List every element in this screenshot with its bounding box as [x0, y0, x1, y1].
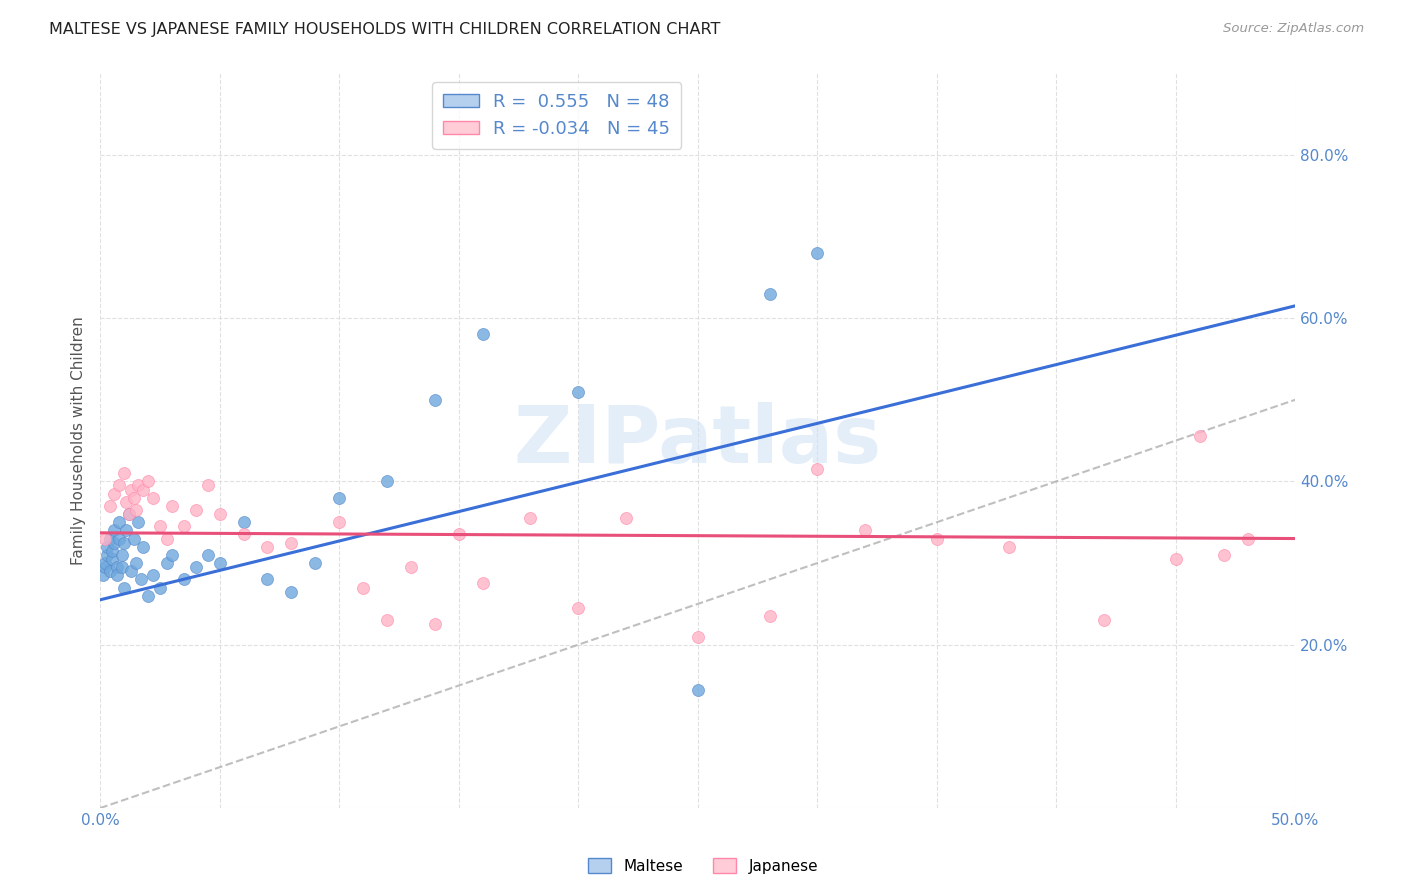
Point	[208, 507, 231, 521]
Point	[1188, 429, 1211, 443]
Point	[567, 384, 589, 399]
Point	[1092, 613, 1115, 627]
Point	[94, 560, 117, 574]
Point	[280, 535, 302, 549]
Point	[423, 617, 446, 632]
Point	[806, 245, 828, 260]
Point	[129, 573, 152, 587]
Point	[127, 515, 149, 529]
Point	[94, 532, 117, 546]
Point	[806, 462, 828, 476]
Text: MALTESE VS JAPANESE FAMILY HOUSEHOLDS WITH CHILDREN CORRELATION CHART: MALTESE VS JAPANESE FAMILY HOUSEHOLDS WI…	[49, 22, 721, 37]
Point	[136, 475, 159, 489]
Y-axis label: Family Households with Children: Family Households with Children	[72, 316, 86, 565]
Point	[122, 491, 145, 505]
Point	[122, 532, 145, 546]
Point	[328, 515, 350, 529]
Point	[184, 560, 207, 574]
Point	[125, 556, 148, 570]
Point	[758, 286, 780, 301]
Text: ZIPatlas: ZIPatlas	[513, 401, 882, 480]
Point	[96, 540, 118, 554]
Point	[375, 613, 398, 627]
Point	[96, 548, 118, 562]
Point	[853, 524, 876, 538]
Point	[120, 564, 142, 578]
Point	[232, 515, 254, 529]
Point	[399, 560, 422, 574]
Point	[758, 609, 780, 624]
Legend: R =  0.555   N = 48, R = -0.034   N = 45: R = 0.555 N = 48, R = -0.034 N = 45	[432, 82, 681, 149]
Point	[101, 543, 124, 558]
Point	[120, 483, 142, 497]
Point	[997, 540, 1019, 554]
Point	[686, 630, 709, 644]
Point	[111, 548, 134, 562]
Legend: Maltese, Japanese: Maltese, Japanese	[582, 852, 824, 880]
Point	[112, 581, 135, 595]
Point	[103, 535, 125, 549]
Point	[142, 568, 165, 582]
Point	[136, 589, 159, 603]
Point	[328, 491, 350, 505]
Point	[1164, 552, 1187, 566]
Point	[108, 532, 131, 546]
Point	[105, 560, 128, 574]
Point	[160, 499, 183, 513]
Point	[91, 568, 114, 582]
Point	[125, 503, 148, 517]
Point	[184, 503, 207, 517]
Point	[103, 486, 125, 500]
Point	[280, 584, 302, 599]
Point	[1212, 548, 1234, 562]
Point	[156, 556, 179, 570]
Point	[127, 478, 149, 492]
Point	[232, 527, 254, 541]
Point	[925, 532, 948, 546]
Point	[118, 507, 141, 521]
Point	[118, 507, 141, 521]
Point	[304, 556, 326, 570]
Point	[105, 568, 128, 582]
Point	[173, 519, 195, 533]
Point	[447, 527, 470, 541]
Point	[115, 524, 138, 538]
Point	[108, 515, 131, 529]
Point	[98, 564, 121, 578]
Point	[94, 556, 117, 570]
Point	[471, 576, 494, 591]
Point	[149, 519, 172, 533]
Point	[352, 581, 374, 595]
Point	[103, 524, 125, 538]
Point	[101, 552, 124, 566]
Point	[98, 499, 121, 513]
Point	[112, 535, 135, 549]
Point	[1236, 532, 1258, 546]
Point	[156, 532, 179, 546]
Point	[471, 327, 494, 342]
Point	[98, 532, 121, 546]
Point	[375, 475, 398, 489]
Point	[142, 491, 165, 505]
Point	[173, 573, 195, 587]
Point	[149, 581, 172, 595]
Text: Source: ZipAtlas.com: Source: ZipAtlas.com	[1223, 22, 1364, 36]
Point	[108, 478, 131, 492]
Point	[160, 548, 183, 562]
Point	[132, 483, 155, 497]
Point	[686, 682, 709, 697]
Point	[197, 548, 219, 562]
Point	[197, 478, 219, 492]
Point	[112, 466, 135, 480]
Point	[256, 573, 278, 587]
Point	[256, 540, 278, 554]
Point	[115, 495, 138, 509]
Point	[614, 511, 637, 525]
Point	[519, 511, 541, 525]
Point	[208, 556, 231, 570]
Point	[111, 560, 134, 574]
Point	[132, 540, 155, 554]
Point	[423, 392, 446, 407]
Point	[567, 601, 589, 615]
